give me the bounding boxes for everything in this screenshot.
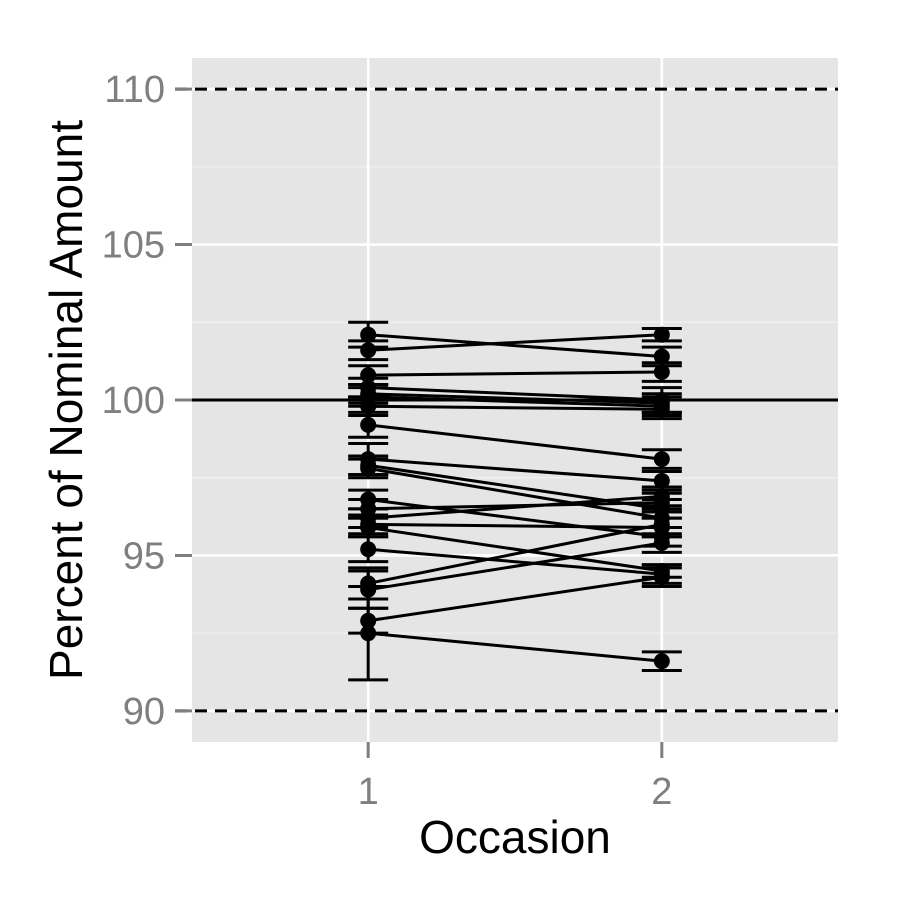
data-point	[653, 488, 670, 505]
y-tick-label: 105	[102, 225, 165, 267]
series-line	[368, 404, 662, 411]
data-point	[653, 569, 670, 586]
data-point	[653, 535, 670, 552]
data-point	[360, 625, 377, 642]
data-series	[348, 320, 682, 682]
series-line	[368, 501, 662, 511]
series-line	[368, 494, 662, 520]
data-point	[653, 348, 670, 365]
subject-series	[348, 410, 682, 470]
y-tick-label: 90	[123, 691, 165, 733]
data-point	[360, 326, 377, 343]
series-line	[368, 386, 662, 402]
data-point	[653, 364, 670, 381]
series-line	[367, 575, 663, 623]
y-tick-label: 110	[104, 69, 165, 111]
series-line	[368, 457, 662, 483]
axes: 90 95 100 105 110 1 2	[102, 69, 673, 813]
subject-series	[348, 510, 682, 601]
data-point	[653, 326, 670, 343]
data-point	[653, 451, 670, 468]
data-point	[360, 519, 377, 536]
data-point	[360, 398, 377, 415]
data-point	[360, 541, 377, 558]
series-line	[367, 525, 663, 573]
subject-series	[348, 395, 682, 421]
series-line	[367, 463, 663, 511]
series-line	[367, 466, 663, 520]
data-point	[360, 460, 377, 477]
x-tick-label: 2	[651, 771, 672, 813]
data-point	[360, 342, 377, 359]
data-point	[653, 401, 670, 418]
data-point	[360, 416, 377, 433]
series-line	[368, 333, 662, 358]
series-line	[368, 547, 662, 576]
x-axis-title: Occasion	[419, 811, 611, 863]
y-axis-title: Percent of Nominal Amount	[40, 120, 92, 680]
series-line	[368, 522, 662, 529]
y-tick-label: 95	[123, 535, 165, 577]
series-line	[368, 631, 662, 663]
data-point	[653, 653, 670, 670]
series-line	[368, 370, 662, 377]
series-line	[367, 541, 663, 592]
series-line	[367, 498, 663, 539]
series-line	[368, 333, 662, 352]
y-tick-label: 100	[102, 380, 165, 422]
subject-series	[348, 326, 682, 362]
series-line	[368, 423, 662, 461]
x-tick-label: 1	[358, 771, 379, 813]
data-point	[653, 516, 670, 533]
subject-series	[348, 585, 682, 682]
data-point	[653, 472, 670, 489]
series-line	[368, 392, 662, 405]
subject-series	[348, 532, 682, 610]
series-line	[367, 522, 663, 585]
subject-series	[348, 442, 682, 492]
series-line	[368, 395, 662, 408]
